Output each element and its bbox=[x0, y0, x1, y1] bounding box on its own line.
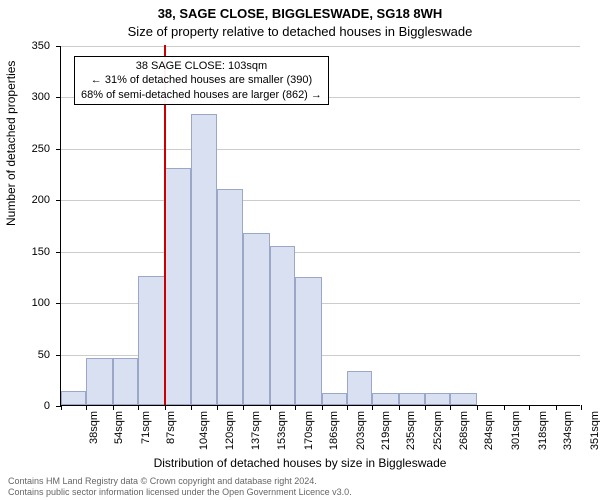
x-axis-label: Distribution of detached houses by size … bbox=[0, 456, 600, 470]
xtick-mark bbox=[61, 405, 62, 410]
histogram-bar bbox=[165, 168, 190, 405]
xtick-label: 54sqm bbox=[113, 411, 125, 444]
xtick-label: 87sqm bbox=[165, 411, 177, 444]
ytick-mark bbox=[56, 355, 61, 356]
xtick-mark bbox=[270, 405, 271, 410]
xtick-label: 120sqm bbox=[224, 411, 236, 450]
histogram-bar bbox=[86, 358, 113, 405]
xtick-mark bbox=[425, 405, 426, 410]
ytick-mark bbox=[56, 200, 61, 201]
ytick-label: 350 bbox=[0, 40, 50, 52]
histogram-bar bbox=[399, 393, 424, 405]
xtick-mark bbox=[529, 405, 530, 410]
histogram-bar bbox=[243, 233, 270, 405]
xtick-mark bbox=[295, 405, 296, 410]
xtick-label: 153sqm bbox=[276, 411, 288, 450]
xtick-label: 318sqm bbox=[537, 411, 549, 450]
xtick-mark bbox=[138, 405, 139, 410]
xtick-mark bbox=[165, 405, 166, 410]
gridline bbox=[61, 200, 580, 201]
xtick-mark bbox=[399, 405, 400, 410]
xtick-label: 334sqm bbox=[562, 411, 574, 450]
xtick-mark bbox=[450, 405, 451, 410]
xtick-label: 351sqm bbox=[589, 411, 600, 450]
histogram-bar bbox=[61, 391, 86, 405]
ytick-mark bbox=[56, 46, 61, 47]
histogram-bar bbox=[191, 114, 218, 405]
y-axis-label: Number of detached properties bbox=[4, 61, 18, 226]
xtick-mark bbox=[217, 405, 218, 410]
copyright-notice: Contains HM Land Registry data © Crown c… bbox=[8, 476, 352, 498]
xtick-label: 219sqm bbox=[380, 411, 392, 450]
histogram-bar bbox=[450, 393, 477, 405]
xtick-label: 186sqm bbox=[328, 411, 340, 450]
xtick-mark bbox=[477, 405, 478, 410]
xtick-label: 284sqm bbox=[483, 411, 495, 450]
ytick-mark bbox=[56, 303, 61, 304]
xtick-mark bbox=[113, 405, 114, 410]
annotation-line-3: 68% of semi-detached houses are larger (… bbox=[81, 88, 322, 102]
histogram-bar bbox=[138, 276, 165, 405]
xtick-label: 170sqm bbox=[303, 411, 315, 450]
xtick-label: 235sqm bbox=[406, 411, 418, 450]
annotation-line-1: 38 SAGE CLOSE: 103sqm bbox=[81, 59, 322, 73]
xtick-mark bbox=[581, 405, 582, 410]
xtick-mark bbox=[556, 405, 557, 410]
xtick-mark bbox=[504, 405, 505, 410]
ytick-label: 150 bbox=[0, 246, 50, 258]
ytick-label: 50 bbox=[0, 349, 50, 361]
xtick-mark bbox=[322, 405, 323, 410]
xtick-label: 301sqm bbox=[510, 411, 522, 450]
copyright-line-1: Contains HM Land Registry data © Crown c… bbox=[8, 476, 352, 487]
annotation-line-2: ← 31% of detached houses are smaller (39… bbox=[81, 73, 322, 87]
xtick-mark bbox=[372, 405, 373, 410]
xtick-mark bbox=[243, 405, 244, 410]
ytick-mark bbox=[56, 149, 61, 150]
xtick-label: 268sqm bbox=[458, 411, 470, 450]
xtick-label: 137sqm bbox=[251, 411, 263, 450]
chart-container: 38, SAGE CLOSE, BIGGLESWADE, SG18 8WH Si… bbox=[0, 0, 600, 500]
histogram-bar bbox=[270, 246, 295, 405]
xtick-label: 252sqm bbox=[432, 411, 444, 450]
histogram-bar bbox=[347, 371, 372, 405]
chart-title-sub: Size of property relative to detached ho… bbox=[0, 24, 600, 39]
histogram-bar bbox=[217, 189, 242, 405]
copyright-line-2: Contains public sector information licen… bbox=[8, 487, 352, 498]
gridline bbox=[61, 149, 580, 150]
gridline bbox=[61, 46, 580, 47]
histogram-bar bbox=[372, 393, 399, 405]
annotation-box: 38 SAGE CLOSE: 103sqm ← 31% of detached … bbox=[74, 56, 329, 105]
xtick-label: 104sqm bbox=[198, 411, 210, 450]
xtick-label: 38sqm bbox=[88, 411, 100, 444]
ytick-label: 0 bbox=[0, 400, 50, 412]
histogram-bar bbox=[425, 393, 450, 405]
histogram-bar bbox=[322, 393, 347, 405]
xtick-label: 203sqm bbox=[355, 411, 367, 450]
xtick-mark bbox=[191, 405, 192, 410]
gridline bbox=[61, 252, 580, 253]
chart-title-main: 38, SAGE CLOSE, BIGGLESWADE, SG18 8WH bbox=[0, 6, 600, 21]
ytick-label: 100 bbox=[0, 297, 50, 309]
xtick-label: 71sqm bbox=[140, 411, 152, 444]
ytick-mark bbox=[56, 252, 61, 253]
histogram-bar bbox=[113, 358, 138, 405]
histogram-bar bbox=[295, 277, 322, 405]
xtick-mark bbox=[86, 405, 87, 410]
xtick-mark bbox=[347, 405, 348, 410]
ytick-mark bbox=[56, 97, 61, 98]
